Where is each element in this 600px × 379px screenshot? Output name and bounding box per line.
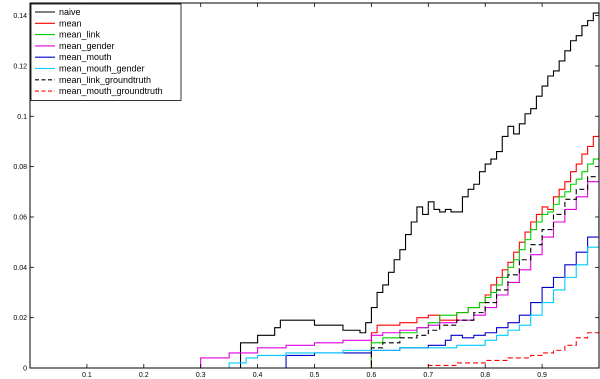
legend-label: mean_mouth_groundtruth: [59, 86, 163, 96]
x-tick-label: 0.5: [310, 372, 320, 379]
legend-label: mean_mouth_gender: [59, 64, 145, 74]
y-tick-label: 0.06: [13, 214, 27, 221]
x-tick-label: 0.6: [367, 372, 377, 379]
y-tick-label: 0.02: [13, 315, 27, 322]
series-line-mean-gender: [30, 166, 599, 368]
x-tick-label: 0.2: [139, 372, 149, 379]
series-line-mean-mouth-groundtruth: [30, 310, 599, 368]
y-tick-label: 0.12: [13, 63, 27, 70]
series-line-mean-mouth: [30, 206, 599, 368]
x-tick-label: 0.4: [253, 372, 263, 379]
legend-label: mean_link_groundtruth: [59, 75, 151, 85]
y-tick-label: 0.1: [17, 114, 27, 121]
legend-label: mean: [59, 18, 82, 28]
legend-label: mean_gender: [59, 41, 115, 51]
plot-area: [30, 3, 599, 368]
series-line-naive: [30, 3, 599, 368]
series-line-mean-mouth-gender: [30, 219, 599, 368]
legend-label: mean_link: [59, 30, 101, 40]
x-tick-label: 0.9: [537, 372, 547, 379]
y-tick-label: 0.14: [13, 13, 27, 20]
x-tick-label: 0.8: [480, 372, 490, 379]
legend-label: naive: [59, 7, 81, 17]
y-tick-label: 0.04: [13, 265, 27, 272]
x-tick-label: 0.3: [196, 372, 206, 379]
axes: 0.1 0.2 0.3 0.4 0.5 0.6 0.7 0.8 0.9 0 0.02 0.04 0.06…: [13, 2, 600, 379]
legend-label: mean_mouth: [59, 52, 112, 62]
x-tick-label: 0.1: [82, 372, 92, 379]
series-line-mean-link: [30, 151, 599, 368]
x-tick-label: 0.7: [423, 372, 433, 379]
y-tick-label: 0: [23, 366, 27, 373]
y-tick-label: 0.08: [13, 164, 27, 171]
legend-box: [30, 3, 182, 101]
series-line-mean: [30, 126, 599, 368]
